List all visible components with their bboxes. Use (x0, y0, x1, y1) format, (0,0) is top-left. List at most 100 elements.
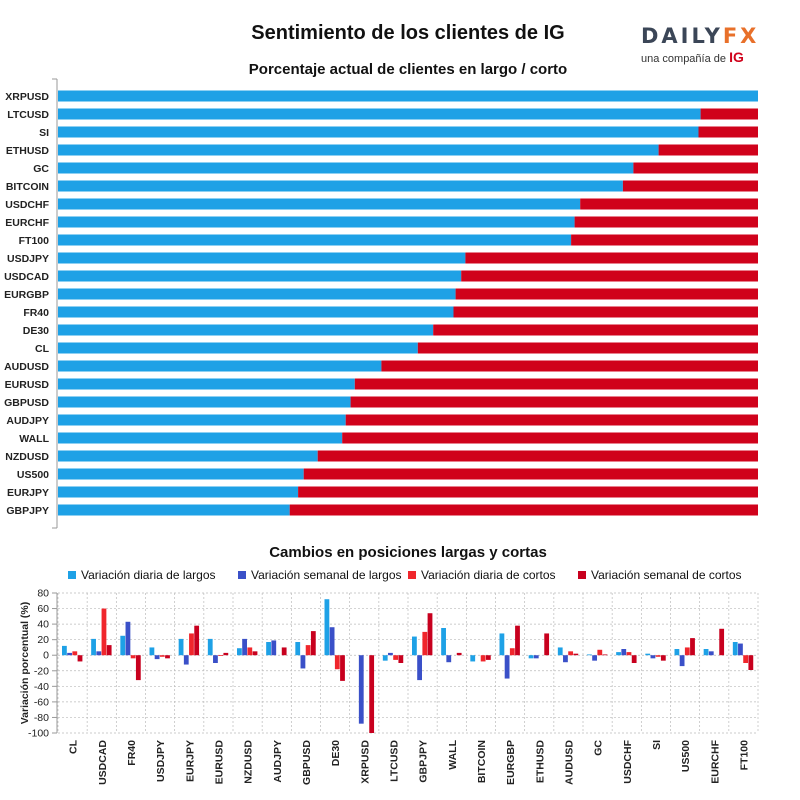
sentiment-label-eurusd: EURUSD (5, 379, 50, 391)
changes-xlabel-ft100: FT100 (738, 740, 750, 771)
sentiment-label-cl: CL (35, 343, 50, 355)
changes-bar-s0-eurchf (703, 649, 709, 656)
changes-bar-s1-wall (446, 655, 452, 663)
changes-bar-s1-nzdusd (242, 638, 247, 656)
changes-bar-s2-eurjpy (189, 633, 194, 656)
sentiment-bar-largo-wall (58, 432, 343, 444)
changes-bar-s3-gbpusd (310, 631, 316, 656)
changes-bar-s2-ft100 (743, 655, 749, 663)
sentiment-label-ethusd: ETHUSD (6, 145, 50, 157)
sentiment-bar-corto-gbpusd (350, 396, 758, 408)
changes-bar-s3-audusd (573, 653, 579, 656)
changes-ytick-0: 0 (43, 650, 49, 662)
changes-bar-s3-usdchf (631, 655, 637, 663)
changes-xlabel-de30: DE30 (330, 740, 342, 766)
changes-bar-s0-gbpjpy (412, 636, 417, 656)
sentiment-bar-corto-us500 (303, 468, 758, 480)
changes-bar-s1-gbpjpy (417, 655, 422, 681)
changes-bar-s0-usdcad (91, 638, 96, 656)
changes-bar-s0-gc (587, 654, 592, 656)
legend-item-0: Variación diaria de largos (68, 568, 216, 582)
changes-y-axis-label: Variación porcentual (%) (19, 602, 31, 725)
sentiment-bar-corto-eurjpy (298, 486, 758, 498)
sentiment-bar-corto-bitcoin (622, 180, 758, 192)
changes-bar-s3-wall (456, 652, 462, 656)
sentiment-label-us500: US500 (17, 469, 49, 481)
changes-bar-s2-gbpjpy (422, 631, 428, 656)
sentiment-bar-largo-eurchf (58, 216, 575, 228)
sentiment-label-gbpjpy: GBPJPY (6, 505, 49, 517)
changes-bar-s2-usdjpy (159, 655, 165, 657)
changes-bar-s3-si (660, 655, 666, 661)
changes-bar-s0-de30 (324, 599, 330, 656)
sentiment-bar-largo-ethusd (58, 144, 659, 156)
changes-ytick-80: 80 (37, 588, 49, 600)
changes-bar-s3-gbpjpy (427, 613, 433, 656)
sentiment-label-ltcusd: LTCUSD (7, 109, 49, 121)
changes-bar-s2-gbpusd (305, 645, 311, 656)
changes-bar-s0-eurjpy (178, 638, 184, 656)
changes-bar-s1-cl (67, 652, 72, 656)
sentiment-bar-corto-gc (633, 162, 758, 174)
sentiment-bar-corto-ethusd (658, 144, 758, 156)
changes-bar-s3-cl (77, 655, 83, 662)
changes-bar-s1-audjpy (271, 640, 277, 656)
legend-item-3: Variación semanal de cortos (578, 568, 742, 582)
sentiment-bar-corto-audusd (381, 360, 758, 372)
sentiment-label-audjpy: AUDJPY (6, 415, 49, 427)
changes-xlabel-gc: GC (593, 740, 605, 756)
changes-bar-s2-us500 (684, 647, 690, 656)
sentiment-bar-corto-usdcad (461, 270, 758, 282)
changes-xlabel-xrpusd: XRPUSD (359, 740, 371, 784)
sentiment-bar-largo-usdcad (58, 270, 462, 282)
sentiment-bar-largo-audjpy (58, 414, 346, 426)
sentiment-chart-title: Porcentaje actual de clientes en largo /… (248, 61, 568, 78)
sentiment-bar-largo-us500 (58, 468, 304, 480)
changes-bar-s0-fr40 (120, 635, 126, 656)
changes-bar-s1-gc (592, 655, 597, 661)
changes-bar-s2-usdchf (626, 652, 632, 656)
changes-xlabel-wall: WALL (447, 739, 459, 769)
changes-bar-s1-usdjpy (154, 655, 160, 660)
sentiment-bar-corto-cl (417, 342, 758, 354)
sentiment-bar-largo-xrpusd (58, 90, 758, 102)
sentiment-bar-largo-usdjpy (58, 252, 466, 264)
changes-bar-s1-eurusd (213, 655, 218, 663)
changes-bar-s3-ft100 (748, 655, 754, 670)
sentiment-bar-corto-usdchf (580, 198, 758, 210)
brand-sub: una compañía de (641, 53, 727, 65)
sentiment-label-usdcad: USDCAD (4, 271, 49, 283)
chart-title: Sentimiento de los clientes de IG (251, 22, 565, 44)
sentiment-bar-corto-eurgbp (455, 288, 758, 300)
changes-bar-s3-usdcad (106, 645, 112, 656)
changes-bar-s2-cl (72, 651, 78, 656)
legend-label-3: Variación semanal de cortos (591, 568, 742, 582)
legend-swatch-0 (68, 571, 76, 579)
changes-bar-s1-ltcusd (388, 652, 393, 656)
changes-xlabel-eurusd: EURUSD (213, 740, 225, 785)
changes-bar-s3-eurjpy (194, 625, 200, 656)
changes-bar-s1-us500 (679, 655, 685, 667)
changes-bar-s2-audusd (568, 651, 574, 656)
changes-bar-s0-usdchf (616, 652, 621, 656)
changes-bar-s3-eurusd (223, 652, 229, 656)
changes-bar-s1-ethusd (533, 655, 539, 659)
changes-bar-s2-eurgbp (509, 648, 515, 656)
changes-bar-s1-si (650, 655, 656, 659)
changes-ytick--20: -20 (34, 665, 49, 677)
changes-bar-s3-ltcusd (398, 655, 404, 663)
changes-ytick-20: 20 (37, 634, 49, 646)
legend-swatch-1 (238, 571, 246, 579)
sentiment-bar-corto-fr40 (453, 306, 758, 318)
legend-item-2: Variación diaria de cortos (408, 568, 556, 582)
changes-xlabel-cl: CL (68, 739, 80, 754)
sentiment-label-wall: WALL (19, 433, 49, 445)
sentiment-bar-corto-nzdusd (317, 450, 758, 462)
sentiment-label-usdchf: USDCHF (5, 199, 49, 211)
sentiment-bar-corto-audjpy (345, 414, 758, 426)
brand-word-accent: FX (722, 24, 760, 48)
sentiment-label-gc: GC (33, 163, 49, 175)
changes-chart-title: Cambios en posiciones largas y cortas (269, 544, 547, 561)
changes-xlabel-eurchf: EURCHF (709, 739, 721, 783)
